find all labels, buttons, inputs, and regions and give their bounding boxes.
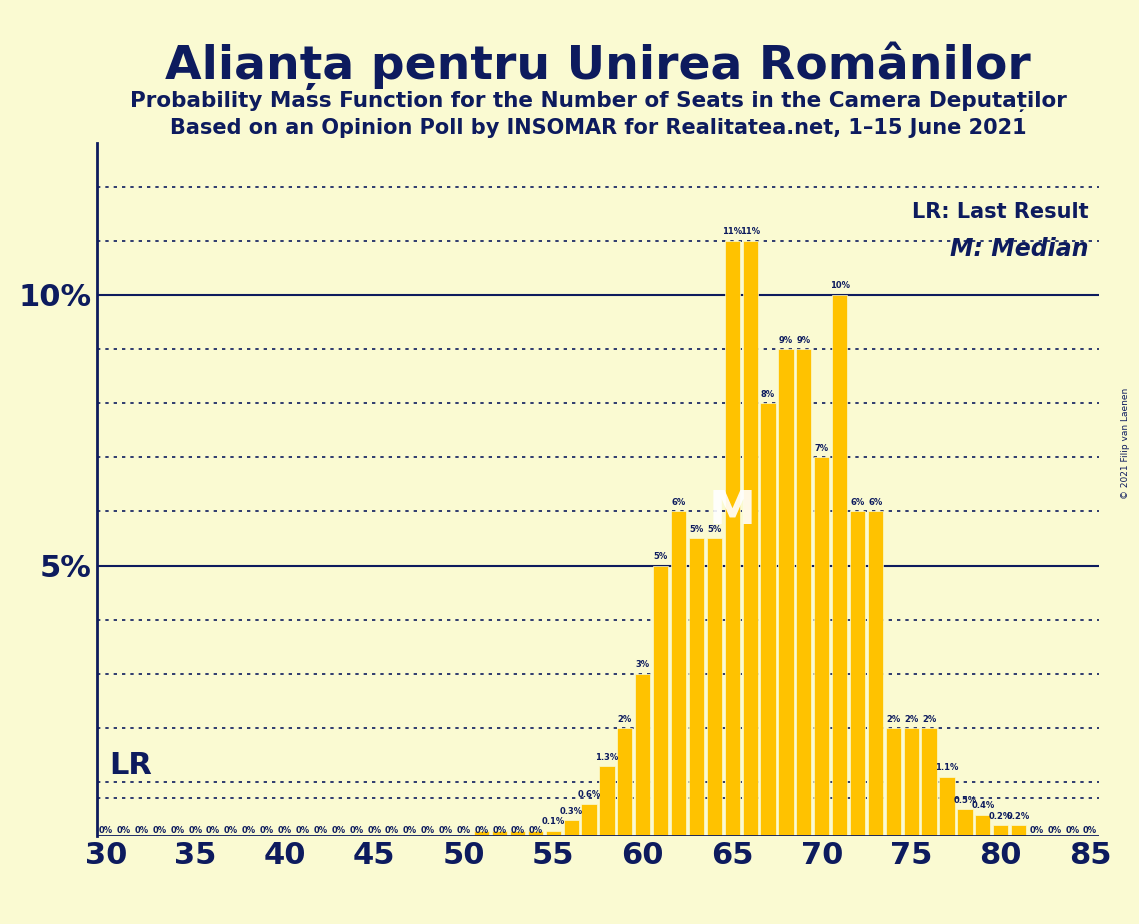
- Text: 0%: 0%: [134, 826, 148, 834]
- Text: 0%: 0%: [116, 826, 131, 834]
- Bar: [993, 825, 1008, 836]
- Text: 5%: 5%: [689, 525, 704, 534]
- Bar: [886, 728, 901, 836]
- Text: 0.1%: 0.1%: [542, 818, 565, 826]
- Bar: [743, 240, 757, 836]
- Bar: [724, 240, 740, 836]
- Text: 0%: 0%: [492, 826, 507, 834]
- Text: 0%: 0%: [313, 826, 328, 834]
- Bar: [975, 815, 991, 836]
- Text: 0%: 0%: [260, 826, 273, 834]
- Bar: [546, 831, 560, 836]
- Text: 0%: 0%: [528, 826, 542, 834]
- Text: 5%: 5%: [654, 553, 667, 561]
- Text: 3%: 3%: [636, 661, 649, 670]
- Bar: [778, 349, 794, 836]
- Text: 0%: 0%: [439, 826, 453, 834]
- Bar: [653, 565, 669, 836]
- Text: 11%: 11%: [722, 227, 743, 237]
- Text: 0%: 0%: [278, 826, 292, 834]
- Text: 0%: 0%: [171, 826, 185, 834]
- Text: 0%: 0%: [475, 826, 489, 834]
- Text: 0%: 0%: [1083, 826, 1097, 834]
- Bar: [796, 349, 811, 836]
- Text: 0%: 0%: [296, 826, 310, 834]
- Bar: [492, 831, 507, 836]
- Text: 5%: 5%: [707, 525, 721, 534]
- Bar: [940, 777, 954, 836]
- Text: 0%: 0%: [403, 826, 417, 834]
- Text: 6%: 6%: [868, 498, 883, 507]
- Bar: [474, 831, 490, 836]
- Text: 0%: 0%: [1065, 826, 1080, 834]
- Text: Based on an Opinion Poll by INSOMAR for Realitatea.net, 1–15 June 2021: Based on an Opinion Poll by INSOMAR for …: [170, 118, 1026, 139]
- Text: 0%: 0%: [206, 826, 220, 834]
- Text: 9%: 9%: [779, 335, 793, 345]
- Bar: [868, 511, 883, 836]
- Text: 0%: 0%: [510, 826, 524, 834]
- Text: 0.3%: 0.3%: [559, 807, 583, 816]
- Text: 10%: 10%: [829, 282, 850, 290]
- Text: 1.1%: 1.1%: [935, 763, 959, 772]
- Text: 0%: 0%: [241, 826, 256, 834]
- Bar: [636, 674, 650, 836]
- Text: 2%: 2%: [904, 714, 918, 723]
- Text: 6%: 6%: [671, 498, 686, 507]
- Text: © 2021 Filip van Laenen: © 2021 Filip van Laenen: [1121, 388, 1130, 499]
- Bar: [921, 728, 936, 836]
- Bar: [564, 820, 579, 836]
- Text: M: Median: M: Median: [950, 237, 1089, 261]
- Bar: [706, 539, 722, 836]
- Text: 6%: 6%: [851, 498, 865, 507]
- Text: 1.3%: 1.3%: [596, 752, 618, 761]
- Text: 0.2%: 0.2%: [1007, 812, 1030, 821]
- Text: 11%: 11%: [740, 227, 760, 237]
- Text: 0.5%: 0.5%: [953, 796, 976, 805]
- Text: 0%: 0%: [153, 826, 166, 834]
- Text: 0%: 0%: [367, 826, 382, 834]
- Text: 2%: 2%: [617, 714, 632, 723]
- Bar: [814, 457, 829, 836]
- Bar: [761, 403, 776, 836]
- Text: 0%: 0%: [350, 826, 363, 834]
- Bar: [510, 831, 525, 836]
- Text: 0%: 0%: [188, 826, 203, 834]
- Bar: [617, 728, 632, 836]
- Bar: [1011, 825, 1026, 836]
- Text: 2%: 2%: [921, 714, 936, 723]
- Bar: [599, 766, 615, 836]
- Bar: [850, 511, 866, 836]
- Text: 0.6%: 0.6%: [577, 790, 600, 799]
- Text: 9%: 9%: [797, 335, 811, 345]
- Text: 8%: 8%: [761, 390, 775, 399]
- Text: M: M: [708, 489, 755, 534]
- Bar: [689, 539, 704, 836]
- Bar: [581, 804, 597, 836]
- Text: 0%: 0%: [224, 826, 238, 834]
- Text: 2%: 2%: [886, 714, 901, 723]
- Bar: [671, 511, 686, 836]
- Text: Alianța pentru Unirea Românilor: Alianța pentru Unirea Românilor: [165, 42, 1031, 90]
- Text: 0%: 0%: [457, 826, 470, 834]
- Bar: [957, 809, 973, 836]
- Bar: [527, 831, 543, 836]
- Text: 0%: 0%: [99, 826, 113, 834]
- Text: LR: Last Result: LR: Last Result: [912, 202, 1089, 222]
- Text: 0.2%: 0.2%: [989, 812, 1013, 821]
- Bar: [903, 728, 919, 836]
- Text: Probability Mass Function for the Number of Seats in the Camera Deputaților: Probability Mass Function for the Number…: [130, 91, 1066, 112]
- Text: LR: LR: [109, 751, 153, 781]
- Text: 0%: 0%: [421, 826, 435, 834]
- Text: 0.4%: 0.4%: [972, 801, 994, 810]
- Text: 7%: 7%: [814, 444, 829, 453]
- Text: 0%: 0%: [331, 826, 345, 834]
- Bar: [831, 295, 847, 836]
- Text: 0%: 0%: [1048, 826, 1062, 834]
- Text: 0%: 0%: [1030, 826, 1043, 834]
- Text: 0%: 0%: [385, 826, 399, 834]
